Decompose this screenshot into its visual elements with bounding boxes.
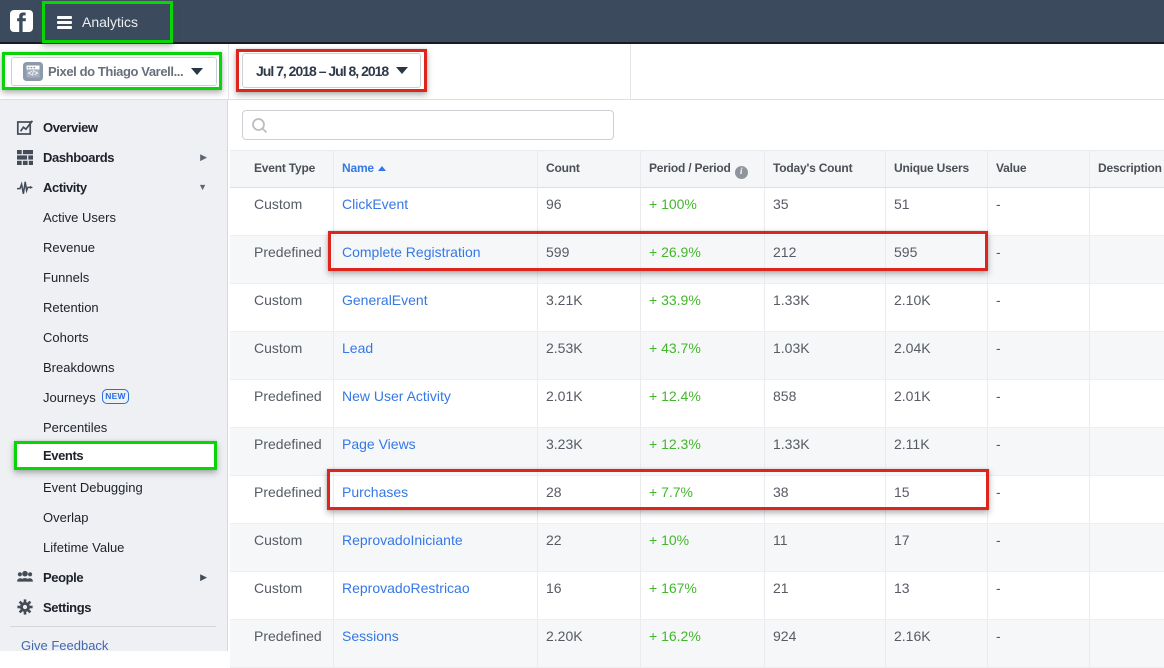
svg-text:</>: </> (28, 71, 38, 78)
